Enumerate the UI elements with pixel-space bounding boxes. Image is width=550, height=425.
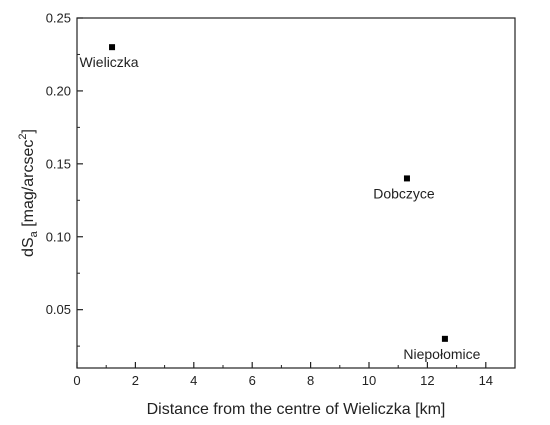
y-axis-label-base: dS <box>20 237 37 257</box>
data-point-marker <box>403 175 410 182</box>
y-axis-label-unit-close: ] <box>20 129 37 133</box>
data-point-marker <box>109 44 116 51</box>
y-tick-label: 0.05 <box>46 302 71 317</box>
y-tick-label: 0.20 <box>46 83 71 98</box>
x-tick-label: 8 <box>307 373 314 388</box>
y-tick-label: 0.10 <box>46 229 71 244</box>
x-tick-label: 6 <box>249 373 256 388</box>
data-point-label: Dobczyce <box>373 185 435 201</box>
data-point-marker <box>441 335 448 342</box>
x-tick-label: 12 <box>420 373 434 388</box>
y-axis-label-subscript: a <box>28 230 40 237</box>
x-tick-label: 4 <box>190 373 197 388</box>
x-tick-label: 0 <box>73 373 80 388</box>
plot-area-frame <box>76 17 516 369</box>
y-axis: 0.05 0.10 0.15 0.20 0.25 <box>46 11 83 347</box>
x-tick-label: 10 <box>362 373 376 388</box>
y-axis-label-unit: [mag/arcsec <box>20 140 37 232</box>
x-tick-label: 2 <box>132 373 139 388</box>
y-axis-label: dSa [mag/arcsec2] <box>17 129 40 257</box>
data-points: Wieliczka Dobczyce Niepołomice <box>79 44 481 362</box>
x-tick-label: 14 <box>479 373 493 388</box>
y-axis-label-superscript: 2 <box>17 134 29 140</box>
y-tick-label: 0.15 <box>46 156 71 171</box>
data-point-label: Wieliczka <box>79 54 138 70</box>
data-point-label: Niepołomice <box>403 346 480 362</box>
x-axis-label: Distance from the centre of Wieliczka [k… <box>147 401 446 418</box>
y-tick-label: 0.25 <box>46 11 71 26</box>
x-axis: 0 2 4 6 8 10 12 14 <box>73 362 493 388</box>
